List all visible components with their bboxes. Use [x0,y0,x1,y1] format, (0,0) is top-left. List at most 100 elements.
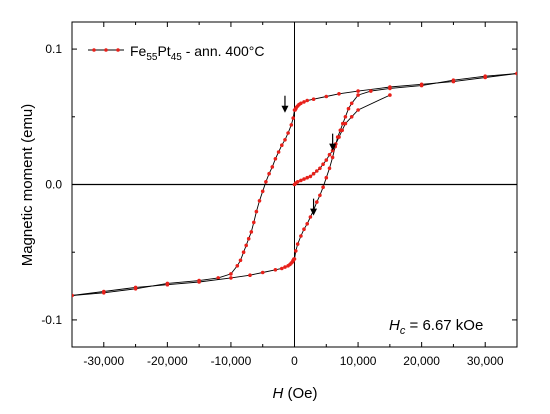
data-point [515,71,517,76]
legend: Fe55Pt45 - ann. 400°C [88,43,264,63]
data-point [343,121,348,126]
y-tick-label: -0.1 [41,313,62,327]
data-point [270,165,275,169]
data-point [248,273,252,278]
data-point [235,264,240,268]
series-group [72,71,517,298]
legend-marker [104,48,108,52]
data-point [294,249,298,253]
data-point [356,89,360,93]
data-point [324,94,329,99]
x-tick-label: 20,000 [403,354,440,368]
data-point [356,108,360,112]
data-point [305,222,310,226]
data-point [311,97,316,101]
data-point [291,116,296,120]
data-point [327,152,332,157]
y-tick-label: 0.1 [45,42,62,56]
data-point [302,100,306,104]
data-point [308,174,313,179]
legend-label: Fe55Pt45 - ann. 400°C [130,43,264,63]
x-axis-ticks: -30,000 -20,000 -10,000 0 10,000 20,000 30,000 [71,22,518,368]
data-point [388,86,392,91]
data-point [252,220,256,225]
data-point [197,280,201,284]
x-tick-label: 0 [291,354,298,368]
data-point [260,189,265,194]
data-point [254,209,259,214]
data-point [72,293,74,298]
coercivity-annotation: Hc = 6.67 kOe [389,317,483,337]
x-tick-label: 30,000 [467,354,504,368]
data-point [229,272,233,276]
data-point [302,177,306,181]
data-point [273,157,278,161]
data-point [388,93,392,97]
data-point [286,131,290,135]
data-point [283,138,287,142]
data-point [292,108,297,112]
data-point [337,135,341,139]
y-tick-label: 0.0 [45,178,62,192]
x-tick-label: -20,000 [147,354,188,368]
legend-marker [92,48,96,52]
data-point [280,143,284,147]
y-axis-ticks: -0.1 0.0 0.1 [41,42,517,327]
data-point [343,115,348,119]
data-point [451,78,456,82]
data-point [238,258,243,263]
data-point [330,155,335,160]
data-point [356,93,360,97]
data-point [483,74,488,78]
x-tick-label: 10,000 [340,354,377,368]
x-tick-label: -10,000 [211,354,252,368]
data-point [295,242,300,246]
data-point [302,227,306,231]
data-point [102,289,106,294]
data-point [324,158,329,162]
x-tick-label: -30,000 [83,354,124,368]
data-point [165,282,170,287]
data-point [289,123,294,127]
data-point [315,169,319,173]
data-point [318,193,322,198]
data-point [249,230,254,234]
data-point [315,200,319,204]
data-point [305,98,310,103]
data-point [337,92,341,96]
data-point [346,106,351,111]
data-point [327,166,332,171]
arrow-head [310,208,318,216]
data-point [264,180,268,184]
data-point [321,185,325,189]
data-point [260,270,265,275]
data-point [283,265,287,269]
series-line-initial-curve [294,94,391,185]
data-point [318,166,322,171]
data-point [267,171,271,176]
data-point [292,257,297,261]
data-point [257,199,262,203]
arrow-head [281,105,289,113]
data-point [330,148,335,153]
data-point [246,236,251,241]
data-point [341,121,345,126]
data-point [280,266,284,271]
data-point [229,276,233,280]
data-point [369,89,373,93]
data-point [308,215,313,219]
data-point [349,101,354,106]
data-point [324,175,329,180]
data-point [133,285,138,290]
arrow-head [329,143,337,151]
data-point [340,128,345,133]
data-point [299,178,303,183]
data-point [305,175,310,180]
data-point [295,180,300,184]
data-point [244,243,248,248]
data-point [321,162,325,166]
data-point [216,276,220,280]
data-point [299,234,303,238]
data-point [349,115,354,119]
x-axis-label: H (Oe) [272,385,317,402]
